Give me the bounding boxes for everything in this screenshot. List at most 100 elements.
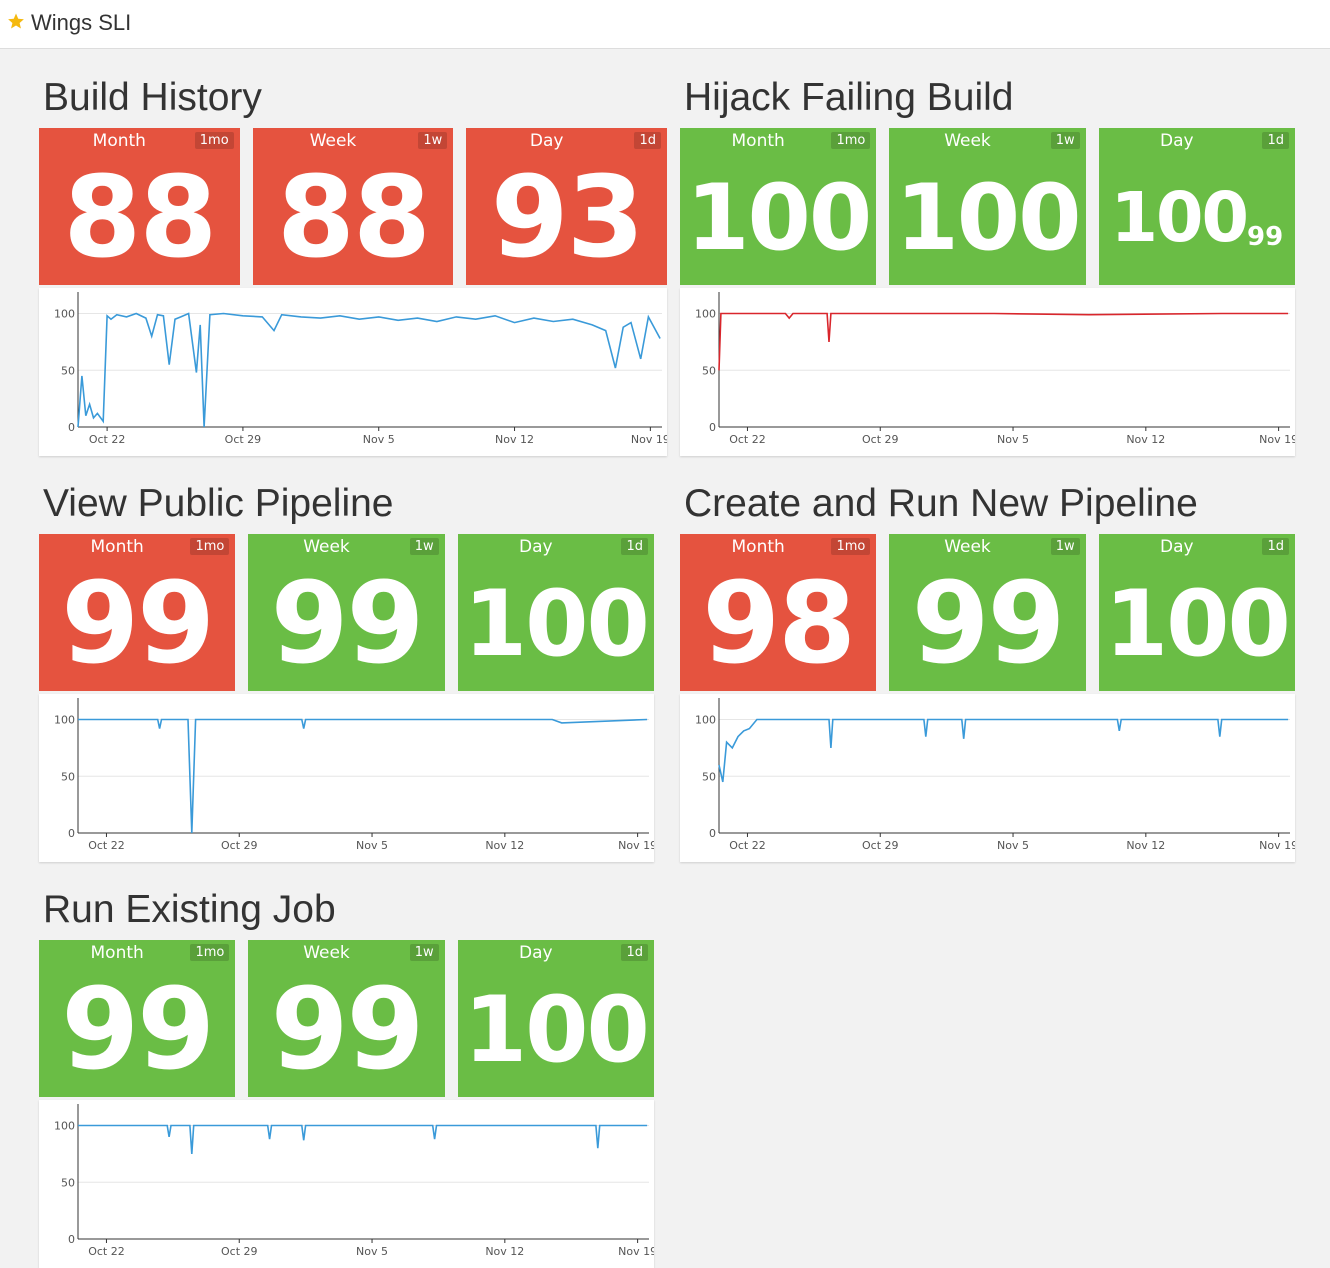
stat-tile: Month 1mo 98 <box>680 534 877 691</box>
y-tick-label: 100 <box>54 1120 75 1133</box>
x-tick-label: Nov 5 <box>997 839 1029 852</box>
tile-value: 99 <box>911 559 1066 689</box>
tile-badge: 1d <box>634 132 661 149</box>
tile-label: Week <box>309 131 357 151</box>
tile-number: 99 <box>248 965 444 1095</box>
tile-label: Day <box>1160 537 1194 557</box>
line-chart: 0 50 100 Oct 22 Oct 29 Nov 5 Nov 12 Nov 19 <box>54 698 654 852</box>
chart-card: 0 50 100 Oct 22 Oct 29 Nov 5 Nov 12 Nov 19 <box>39 288 667 456</box>
tile-label: Month <box>731 131 785 151</box>
stat-tile: Day 1d 100 <box>1098 534 1295 691</box>
tile-number: 99 <box>39 559 235 689</box>
tile-badge: 1w <box>418 132 448 149</box>
series-line <box>78 1124 648 1154</box>
tile-value: 99 <box>270 559 425 689</box>
x-tick-label: Oct 29 <box>862 433 899 446</box>
tile-label: Month <box>92 131 146 151</box>
x-tick-label: Nov 5 <box>356 1245 388 1258</box>
y-tick-label: 100 <box>54 308 75 321</box>
y-tick-label: 50 <box>61 364 75 377</box>
tile-label: Day <box>529 131 564 151</box>
tile-value: 88 <box>277 153 431 283</box>
stat-tile: Week 1w 99 <box>889 534 1086 691</box>
tile-value: 100 <box>895 165 1081 271</box>
tile-value: 88 <box>63 153 217 283</box>
chart-card: 0 50 100 Oct 22 Oct 29 Nov 5 Nov 12 Nov 19 <box>680 288 1295 456</box>
x-tick-label: Nov 19 <box>631 433 667 446</box>
tile-number: 98 <box>680 559 876 689</box>
tile-value: 93 <box>490 153 645 283</box>
y-tick-label: 50 <box>702 770 716 783</box>
tile-number: 100 <box>458 966 654 1094</box>
series-line <box>718 312 1289 371</box>
panel-title: View Public Pipeline <box>43 482 394 525</box>
x-tick-label: Oct 22 <box>729 433 766 446</box>
tile-badge: 1mo <box>194 132 234 149</box>
y-tick-label: 0 <box>68 421 75 434</box>
tile-number: 100 <box>458 560 654 688</box>
x-tick-label: Oct 29 <box>862 839 899 852</box>
y-tick-label: 50 <box>61 770 75 783</box>
stat-tile: Day 1d 100 <box>457 534 654 691</box>
stat-tile: Week 1w 99 <box>248 534 445 691</box>
line-chart: 0 50 100 Oct 22 Oct 29 Nov 5 Nov 12 Nov 19 <box>695 292 1295 446</box>
tile-number: 99 <box>248 559 444 689</box>
tile-badge: 1d <box>621 538 648 555</box>
x-tick-label: Oct 22 <box>729 839 766 852</box>
panel-title: Create and Run New Pipeline <box>684 482 1198 525</box>
y-tick-label: 0 <box>68 1233 75 1246</box>
tile-number: 100 <box>680 154 876 282</box>
tile-secondary-value: 99 <box>1247 222 1284 252</box>
stat-tile: Week 1w 100 <box>889 128 1086 285</box>
x-tick-label: Nov 12 <box>485 839 524 852</box>
x-tick-label: Nov 5 <box>363 433 395 446</box>
tile-value: 99 <box>61 965 215 1095</box>
dashboard-title: Wings SLI <box>31 10 132 35</box>
chart-card: 0 50 100 Oct 22 Oct 29 Nov 5 Nov 12 Nov 19 <box>39 694 654 862</box>
tile-badge: 1d <box>1262 132 1289 149</box>
tile-value: 99 <box>61 559 215 689</box>
tile-number: 99 <box>889 559 1085 689</box>
x-tick-label: Oct 22 <box>89 433 126 446</box>
tile-value: 100 <box>463 977 650 1083</box>
chart-card: 0 50 100 Oct 22 Oct 29 Nov 5 Nov 12 Nov 19 <box>39 1100 654 1268</box>
x-tick-label: Nov 19 <box>618 839 654 852</box>
x-tick-label: Oct 29 <box>221 1245 258 1258</box>
tile-badge: 1w <box>409 944 439 961</box>
stat-tile: Month 1mo 88 <box>39 128 240 285</box>
tile-label: Month <box>90 537 144 557</box>
tile-badge: 1mo <box>190 944 230 961</box>
x-tick-label: Nov 5 <box>356 839 388 852</box>
tile-value: 100 <box>1104 571 1291 677</box>
chart-card: 0 50 100 Oct 22 Oct 29 Nov 5 Nov 12 Nov 19 <box>680 694 1295 862</box>
stat-tile: Day 1d 93 <box>466 128 667 285</box>
series-line <box>718 718 1289 783</box>
panel-title: Build History <box>43 76 262 119</box>
panel-title: Hijack Failing Build <box>684 76 1014 119</box>
y-tick-label: 100 <box>54 714 75 727</box>
stat-tile: Month 1mo 99 <box>39 940 236 1097</box>
tile-badge: 1mo <box>831 538 871 555</box>
x-tick-label: Oct 29 <box>221 839 258 852</box>
x-tick-label: Nov 5 <box>997 433 1029 446</box>
x-tick-label: Oct 22 <box>88 1245 125 1258</box>
tile-badge: 1mo <box>190 538 230 555</box>
x-tick-label: Nov 19 <box>618 1245 654 1258</box>
tile-badge: 1w <box>1050 538 1080 555</box>
tile-badge: 1w <box>1050 132 1080 149</box>
stat-tile: Week 1w 88 <box>252 128 454 285</box>
y-tick-label: 0 <box>709 827 716 840</box>
stat-tile: Week 1w 99 <box>248 940 445 1097</box>
top-bar: Wings SLI <box>0 0 1330 49</box>
tile-value: 100 <box>686 165 872 271</box>
tile-label: Week <box>944 131 991 151</box>
favorite-star[interactable] <box>7 12 25 30</box>
tile-number: 99 <box>39 965 235 1095</box>
tile-number: 100 <box>1099 560 1295 688</box>
x-tick-label: Nov 12 <box>1126 433 1165 446</box>
tile-value: 100 <box>463 571 650 677</box>
x-tick-label: Nov 12 <box>485 1245 524 1258</box>
tile-number: 100 <box>889 154 1085 282</box>
y-tick-label: 50 <box>61 1176 75 1189</box>
x-tick-label: Nov 12 <box>1126 839 1165 852</box>
